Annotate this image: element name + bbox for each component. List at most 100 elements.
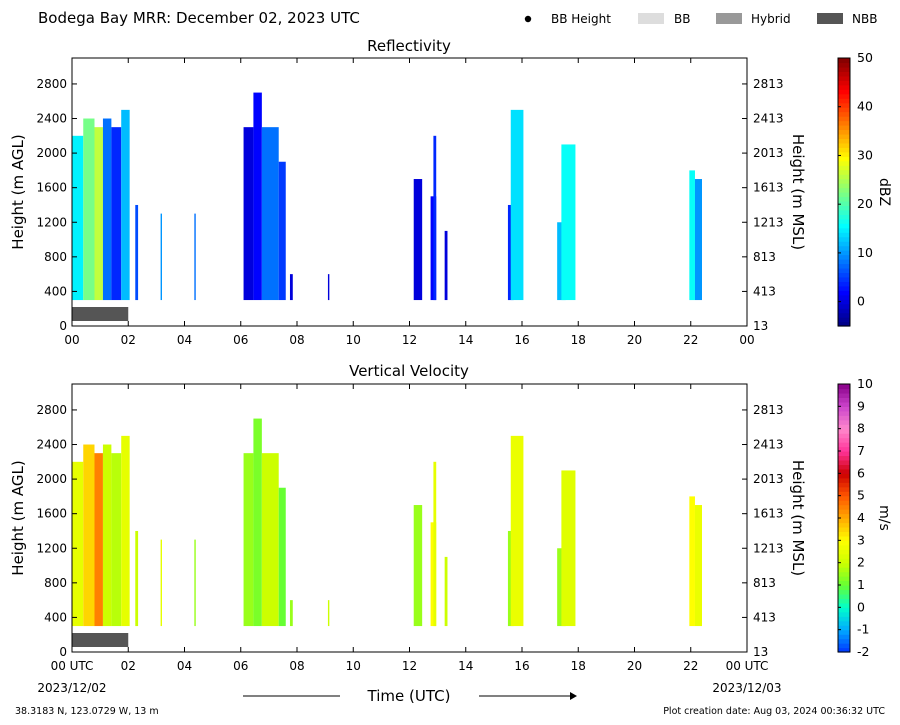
x-tick-label: 12 xyxy=(402,333,417,347)
data-segment xyxy=(72,135,84,301)
data-segment xyxy=(121,109,130,301)
colorbar-step xyxy=(838,468,850,474)
data-segment xyxy=(430,196,437,301)
colorbar-step xyxy=(838,410,850,416)
data-segment xyxy=(689,496,695,627)
x-tick-label: 20 xyxy=(627,659,642,673)
colorbar-step xyxy=(838,200,850,206)
data-segment xyxy=(694,179,702,301)
x-tick-label: 12 xyxy=(402,659,417,673)
colorbar-step xyxy=(838,116,850,122)
data-segment xyxy=(135,204,139,301)
y-tick-label: 800 xyxy=(44,250,67,264)
colorbar-step xyxy=(838,218,850,224)
x-tick-label: 18 xyxy=(571,333,586,347)
y-tick-label-right: 2013 xyxy=(753,146,784,160)
colorbar-step xyxy=(838,433,850,439)
colorbar-step xyxy=(838,540,850,546)
colorbar-tick-label: 10 xyxy=(857,245,873,260)
reflectivity-panel: Reflectivity 00 02 04 06 08 10 12 14 16 18 20 22 000… xyxy=(9,37,892,347)
colorbar-step xyxy=(838,107,850,113)
y-tick-label: 1200 xyxy=(36,541,67,555)
colorbar-step xyxy=(838,267,850,273)
colorbar-step xyxy=(838,415,850,421)
data-segment xyxy=(72,461,84,627)
x-tick-label: 16 xyxy=(514,659,529,673)
y-tick-label-right: 1213 xyxy=(753,215,784,229)
colorbar-step xyxy=(838,451,850,457)
start-date-label: 2023/12/02 xyxy=(37,681,106,695)
data-segment xyxy=(689,170,695,301)
y-tick-label: 2800 xyxy=(36,77,67,91)
colorbar-step xyxy=(838,285,850,291)
colorbar-step xyxy=(838,294,850,300)
nbb-band xyxy=(72,307,129,321)
y-tick-label: 0 xyxy=(59,645,67,659)
data-segment xyxy=(327,600,330,627)
colorbar-tick-label: 7 xyxy=(857,443,865,458)
colorbar-step xyxy=(838,495,850,501)
colorbar-step xyxy=(838,504,850,510)
colorbar-step xyxy=(838,562,850,568)
colorbar-step xyxy=(838,518,850,524)
colorbar-step xyxy=(838,593,850,599)
data-segment xyxy=(289,600,293,627)
x-tick-label: 00 UTC xyxy=(726,659,769,673)
data-segment xyxy=(261,127,279,301)
reflectivity-ylabel-right: Height (m MSL) xyxy=(789,134,807,250)
data-segment xyxy=(444,230,448,301)
colorbar-step xyxy=(838,535,850,541)
colorbar-step xyxy=(838,245,850,251)
colorbar-step xyxy=(838,459,850,465)
colorbar-step xyxy=(838,428,850,434)
colorbar-step xyxy=(838,80,850,86)
colorbar-step xyxy=(838,553,850,559)
x-tick-label: 08 xyxy=(289,333,304,347)
colorbar-step xyxy=(838,169,850,175)
colorbar-step xyxy=(838,607,850,613)
colorbar-step xyxy=(838,156,850,162)
colorbar-step xyxy=(838,227,850,233)
colorbar-step xyxy=(838,165,850,171)
colorbar-step xyxy=(838,223,850,229)
vertical-velocity-ylabel: Height (m AGL) xyxy=(9,460,27,575)
colorbar-tick-label: 0 xyxy=(857,294,865,309)
colorbar-step xyxy=(838,138,850,144)
colorbar-step xyxy=(838,321,850,327)
bb-label: BB xyxy=(674,12,690,26)
colorbar-tick-label: -1 xyxy=(857,622,869,637)
y-tick-label: 400 xyxy=(44,610,67,624)
colorbar-step xyxy=(838,455,850,461)
y-tick-label-right: 13 xyxy=(753,319,768,333)
colorbar-step xyxy=(838,120,850,126)
data-segment xyxy=(561,470,576,627)
hybrid-label: Hybrid xyxy=(751,12,791,26)
colorbar-step xyxy=(838,236,850,242)
colorbar-step xyxy=(838,151,850,157)
x-tick-label: 22 xyxy=(683,333,698,347)
reflectivity-ylabel: Height (m AGL) xyxy=(9,134,27,249)
colorbar-step xyxy=(838,187,850,193)
colorbar-tick-label: 40 xyxy=(857,99,873,114)
colorbar-tick-label: 3 xyxy=(857,532,865,547)
colorbar-step xyxy=(838,66,850,72)
colorbar-step xyxy=(838,250,850,256)
colorbar-step xyxy=(838,192,850,198)
colorbar-step xyxy=(838,308,850,314)
location-label: 38.3183 N, 123.0729 W, 13 m xyxy=(15,706,159,717)
colorbar-step xyxy=(838,647,850,653)
data-segment xyxy=(510,109,524,301)
colorbar-step xyxy=(838,205,850,211)
colorbar-step xyxy=(838,133,850,139)
y-tick-label-right: 413 xyxy=(753,284,776,298)
data-segment xyxy=(102,118,112,301)
colorbar-step xyxy=(838,611,850,617)
bb-height-label: BB Height xyxy=(551,12,611,26)
plot-area xyxy=(72,58,747,326)
colorbar-tick-label: 2 xyxy=(857,555,865,570)
x-tick-label: 02 xyxy=(121,659,136,673)
y-tick-label-right: 2413 xyxy=(753,112,784,126)
x-tick-label: 06 xyxy=(233,333,248,347)
